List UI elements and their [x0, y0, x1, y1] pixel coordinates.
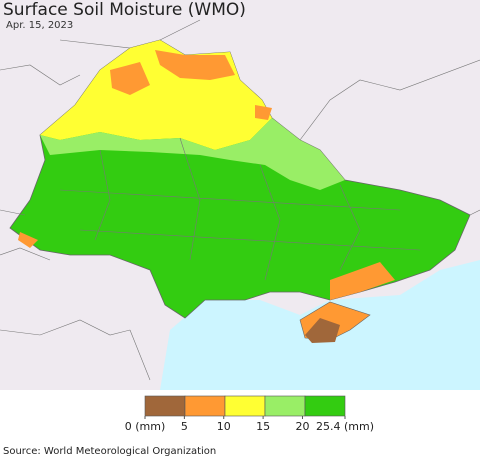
legend-swatch: [304, 395, 346, 417]
legend-tick-label: 25.4 (mm): [316, 420, 374, 433]
map-title: Surface Soil Moisture (WMO): [3, 0, 246, 20]
legend-swatch: [144, 395, 186, 417]
borders: [0, 19, 480, 381]
legend-swatch: [224, 395, 266, 417]
legend-tick-label: 5: [181, 420, 188, 433]
source-note: Source: World Meteorological Organizatio…: [3, 446, 217, 457]
coastal-dry: [330, 262, 395, 300]
legend-tick-label: 20: [295, 420, 309, 433]
legend-tick-label: 15: [256, 420, 270, 433]
legend-tick-label: 0 (mm): [125, 420, 166, 433]
west-dry: [18, 232, 38, 248]
legend: 0 (mm) 5 10 15 20 25.4 (mm): [125, 395, 374, 433]
moderate-zone: [40, 118, 345, 190]
legend-swatch: [184, 395, 226, 417]
legend-tick-label: 10: [217, 420, 231, 433]
crimea-driest: [305, 318, 340, 343]
legend-swatch: [264, 395, 306, 417]
map-date: Apr. 15, 2023: [6, 20, 74, 31]
very-dry-zone: [110, 50, 272, 120]
